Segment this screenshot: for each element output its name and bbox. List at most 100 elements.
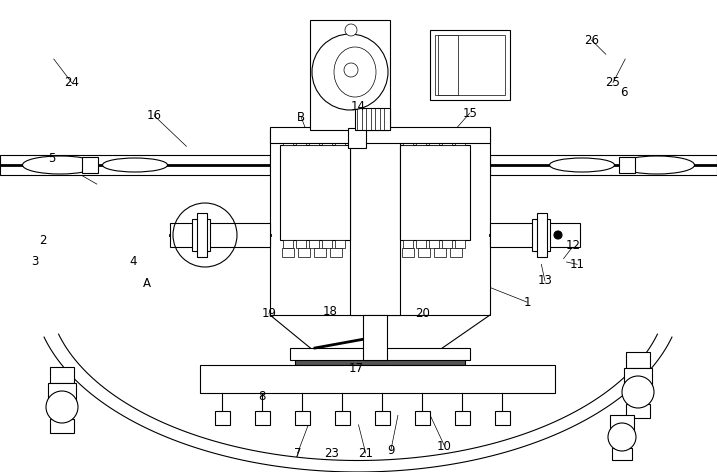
Circle shape — [344, 63, 358, 77]
Circle shape — [622, 376, 654, 408]
Bar — [442, 240, 452, 248]
Bar — [434, 248, 446, 257]
Bar — [309, 137, 319, 145]
Bar — [335, 137, 345, 145]
Bar — [455, 137, 465, 145]
Text: 7: 7 — [294, 447, 301, 460]
Bar — [537, 213, 547, 257]
Text: 16: 16 — [147, 109, 161, 122]
Bar — [403, 240, 413, 248]
Ellipse shape — [103, 158, 168, 172]
Text: 1: 1 — [523, 295, 531, 309]
Bar — [442, 137, 452, 145]
Bar — [335, 411, 350, 425]
Circle shape — [554, 231, 562, 239]
Bar — [429, 240, 439, 248]
Bar — [610, 415, 634, 431]
Text: 26: 26 — [584, 34, 599, 47]
Bar — [348, 128, 366, 148]
Bar — [50, 419, 74, 433]
Bar — [296, 137, 306, 145]
Bar — [215, 411, 230, 425]
Bar — [612, 448, 632, 460]
Bar — [330, 248, 342, 257]
Text: 19: 19 — [262, 307, 276, 320]
Text: 10: 10 — [437, 439, 452, 453]
Bar — [170, 223, 270, 247]
Bar — [270, 127, 490, 143]
Bar — [430, 30, 510, 100]
Bar — [50, 367, 74, 383]
Text: 8: 8 — [258, 390, 265, 403]
Text: 25: 25 — [606, 76, 620, 89]
Bar — [619, 157, 635, 173]
Ellipse shape — [22, 156, 98, 174]
Bar — [310, 20, 390, 130]
Ellipse shape — [619, 156, 695, 174]
Text: 17: 17 — [349, 362, 364, 375]
Bar — [402, 248, 414, 257]
Bar — [403, 137, 413, 145]
Bar — [309, 240, 319, 248]
Circle shape — [608, 423, 636, 451]
Bar — [295, 411, 310, 425]
Text: 2: 2 — [39, 234, 47, 247]
Text: 9: 9 — [387, 444, 394, 457]
Text: A: A — [143, 277, 151, 290]
Bar — [298, 248, 310, 257]
Bar — [283, 240, 293, 248]
Text: 23: 23 — [325, 447, 339, 460]
Text: 15: 15 — [462, 107, 477, 120]
Bar — [495, 411, 510, 425]
Ellipse shape — [549, 158, 614, 172]
Bar — [416, 137, 426, 145]
Bar — [400, 145, 470, 240]
Bar — [418, 248, 430, 257]
Bar — [455, 411, 470, 425]
Bar — [355, 108, 390, 130]
Text: 11: 11 — [570, 258, 584, 271]
Bar — [626, 404, 650, 418]
Bar — [490, 155, 717, 175]
Text: 21: 21 — [358, 447, 373, 460]
Text: 3: 3 — [31, 255, 38, 269]
Text: 13: 13 — [538, 274, 552, 287]
Bar — [415, 411, 430, 425]
Circle shape — [312, 34, 388, 110]
Bar — [192, 219, 210, 251]
Bar — [626, 352, 650, 368]
Bar — [314, 248, 326, 257]
Bar — [0, 155, 270, 175]
Text: 20: 20 — [416, 307, 430, 320]
Bar — [48, 383, 76, 403]
Bar — [322, 137, 332, 145]
Bar — [624, 368, 652, 388]
Bar — [455, 240, 465, 248]
Text: 4: 4 — [129, 255, 136, 269]
Text: B: B — [297, 110, 305, 124]
Bar — [363, 315, 387, 360]
Bar — [429, 137, 439, 145]
Bar — [197, 213, 207, 257]
Bar — [350, 130, 400, 315]
Bar — [283, 137, 293, 145]
Bar — [375, 411, 390, 425]
Bar — [282, 248, 294, 257]
Circle shape — [345, 24, 357, 36]
Bar — [438, 35, 458, 95]
Text: 12: 12 — [566, 239, 581, 252]
Bar — [82, 157, 98, 173]
Text: 24: 24 — [65, 76, 79, 89]
Text: 18: 18 — [323, 305, 337, 318]
Bar — [200, 365, 555, 393]
Bar — [255, 411, 270, 425]
Circle shape — [46, 391, 78, 423]
Bar — [295, 357, 465, 365]
Bar — [416, 240, 426, 248]
Bar — [270, 130, 490, 315]
Bar — [335, 240, 345, 248]
Bar — [322, 240, 332, 248]
Bar — [280, 145, 350, 240]
Bar — [435, 35, 505, 95]
Bar — [490, 223, 580, 247]
